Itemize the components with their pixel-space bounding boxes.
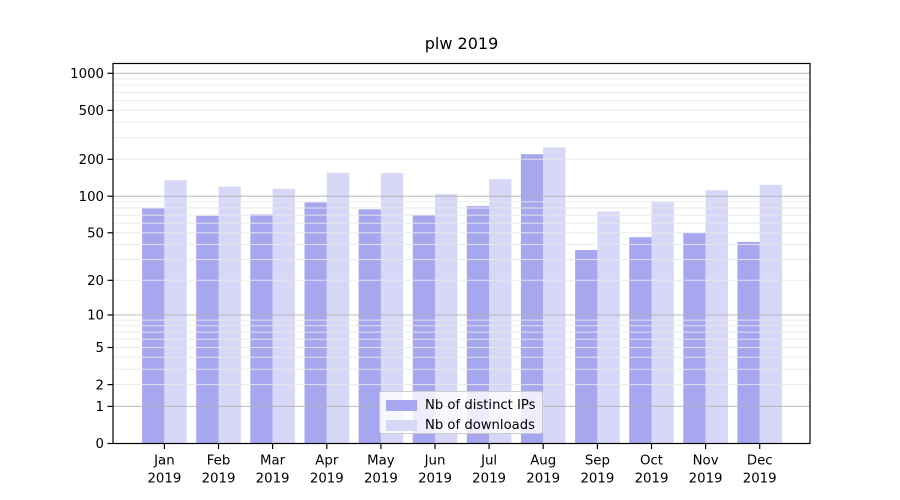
bar: [683, 232, 706, 444]
plot-border: [112, 62, 811, 445]
bar: [326, 172, 350, 444]
x-tick-label-year: 2019: [310, 472, 344, 487]
x-tick-label-month: Feb: [207, 454, 231, 469]
x-tick-label-year: 2019: [364, 472, 398, 487]
x-tick-label-month: Nov: [693, 454, 719, 469]
bar: [164, 180, 187, 444]
x-tick-label-month: Aug: [530, 454, 556, 469]
x-tick-label-year: 2019: [147, 472, 181, 487]
x-tick-label-month: Jun: [424, 454, 446, 469]
legend-label: Nb of distinct IPs: [425, 398, 536, 413]
legend: Nb of distinct IPs Nb of downloads: [379, 391, 543, 434]
x-tick-label-month: Jul: [480, 454, 497, 469]
bar: [489, 179, 512, 444]
bar: [737, 241, 760, 444]
y-tick-label: 1000: [70, 67, 104, 82]
y-tick-label: 2: [96, 378, 104, 393]
x-tick-label-month: Mar: [260, 454, 286, 469]
x-tick-label-year: 2019: [635, 472, 669, 487]
bar: [651, 201, 674, 444]
y-tick-label: 100: [79, 190, 104, 205]
x-tick-label-month: Apr: [315, 454, 339, 469]
x-tick-label-month: May: [367, 454, 395, 469]
bar: [520, 154, 544, 444]
x-tick-label-month: Dec: [747, 454, 773, 469]
x-tick-label-year: 2019: [256, 472, 290, 487]
x-tick-label-month: Jan: [153, 454, 175, 469]
bar: [543, 147, 566, 444]
y-tick-label: 1: [96, 400, 104, 415]
y-tick-label: 200: [79, 153, 104, 168]
bar: [412, 215, 435, 444]
y-tick-label: 5: [96, 341, 104, 356]
bar: [705, 190, 728, 444]
x-tick-label-year: 2019: [689, 472, 723, 487]
legend-label: Nb of downloads: [425, 418, 535, 433]
legend-item-distinct-ips: Nb of distinct IPs: [386, 396, 536, 415]
x-tick-label-year: 2019: [526, 472, 560, 487]
bar: [575, 250, 598, 444]
x-tick-label-month: Sep: [585, 454, 610, 469]
x-tick-label-year: 2019: [418, 472, 452, 487]
legend-swatch-distinct-ips: [386, 400, 417, 411]
legend-swatch-downloads: [386, 420, 417, 431]
x-tick-label-month: Oct: [640, 454, 663, 469]
x-tick-label-year: 2019: [472, 472, 506, 487]
bar: [435, 194, 458, 444]
y-tick-label: 10: [87, 309, 104, 324]
x-tick-label-year: 2019: [743, 472, 777, 487]
bar: [250, 214, 273, 444]
bar: [759, 184, 782, 444]
legend-item-downloads: Nb of downloads: [386, 416, 536, 435]
y-tick-label: 0: [96, 437, 104, 452]
y-tick-label: 500: [79, 104, 104, 119]
bar: [380, 172, 404, 444]
bar: [304, 202, 327, 444]
bar: [597, 211, 620, 444]
y-tick-label: 20: [87, 274, 104, 289]
bar: [196, 215, 219, 444]
x-tick-label-year: 2019: [202, 472, 236, 487]
y-tick-label: 50: [87, 227, 104, 242]
x-tick-label-year: 2019: [580, 472, 614, 487]
bar: [272, 188, 295, 444]
chart-title: plw 2019: [424, 34, 499, 53]
bar: [629, 237, 652, 444]
